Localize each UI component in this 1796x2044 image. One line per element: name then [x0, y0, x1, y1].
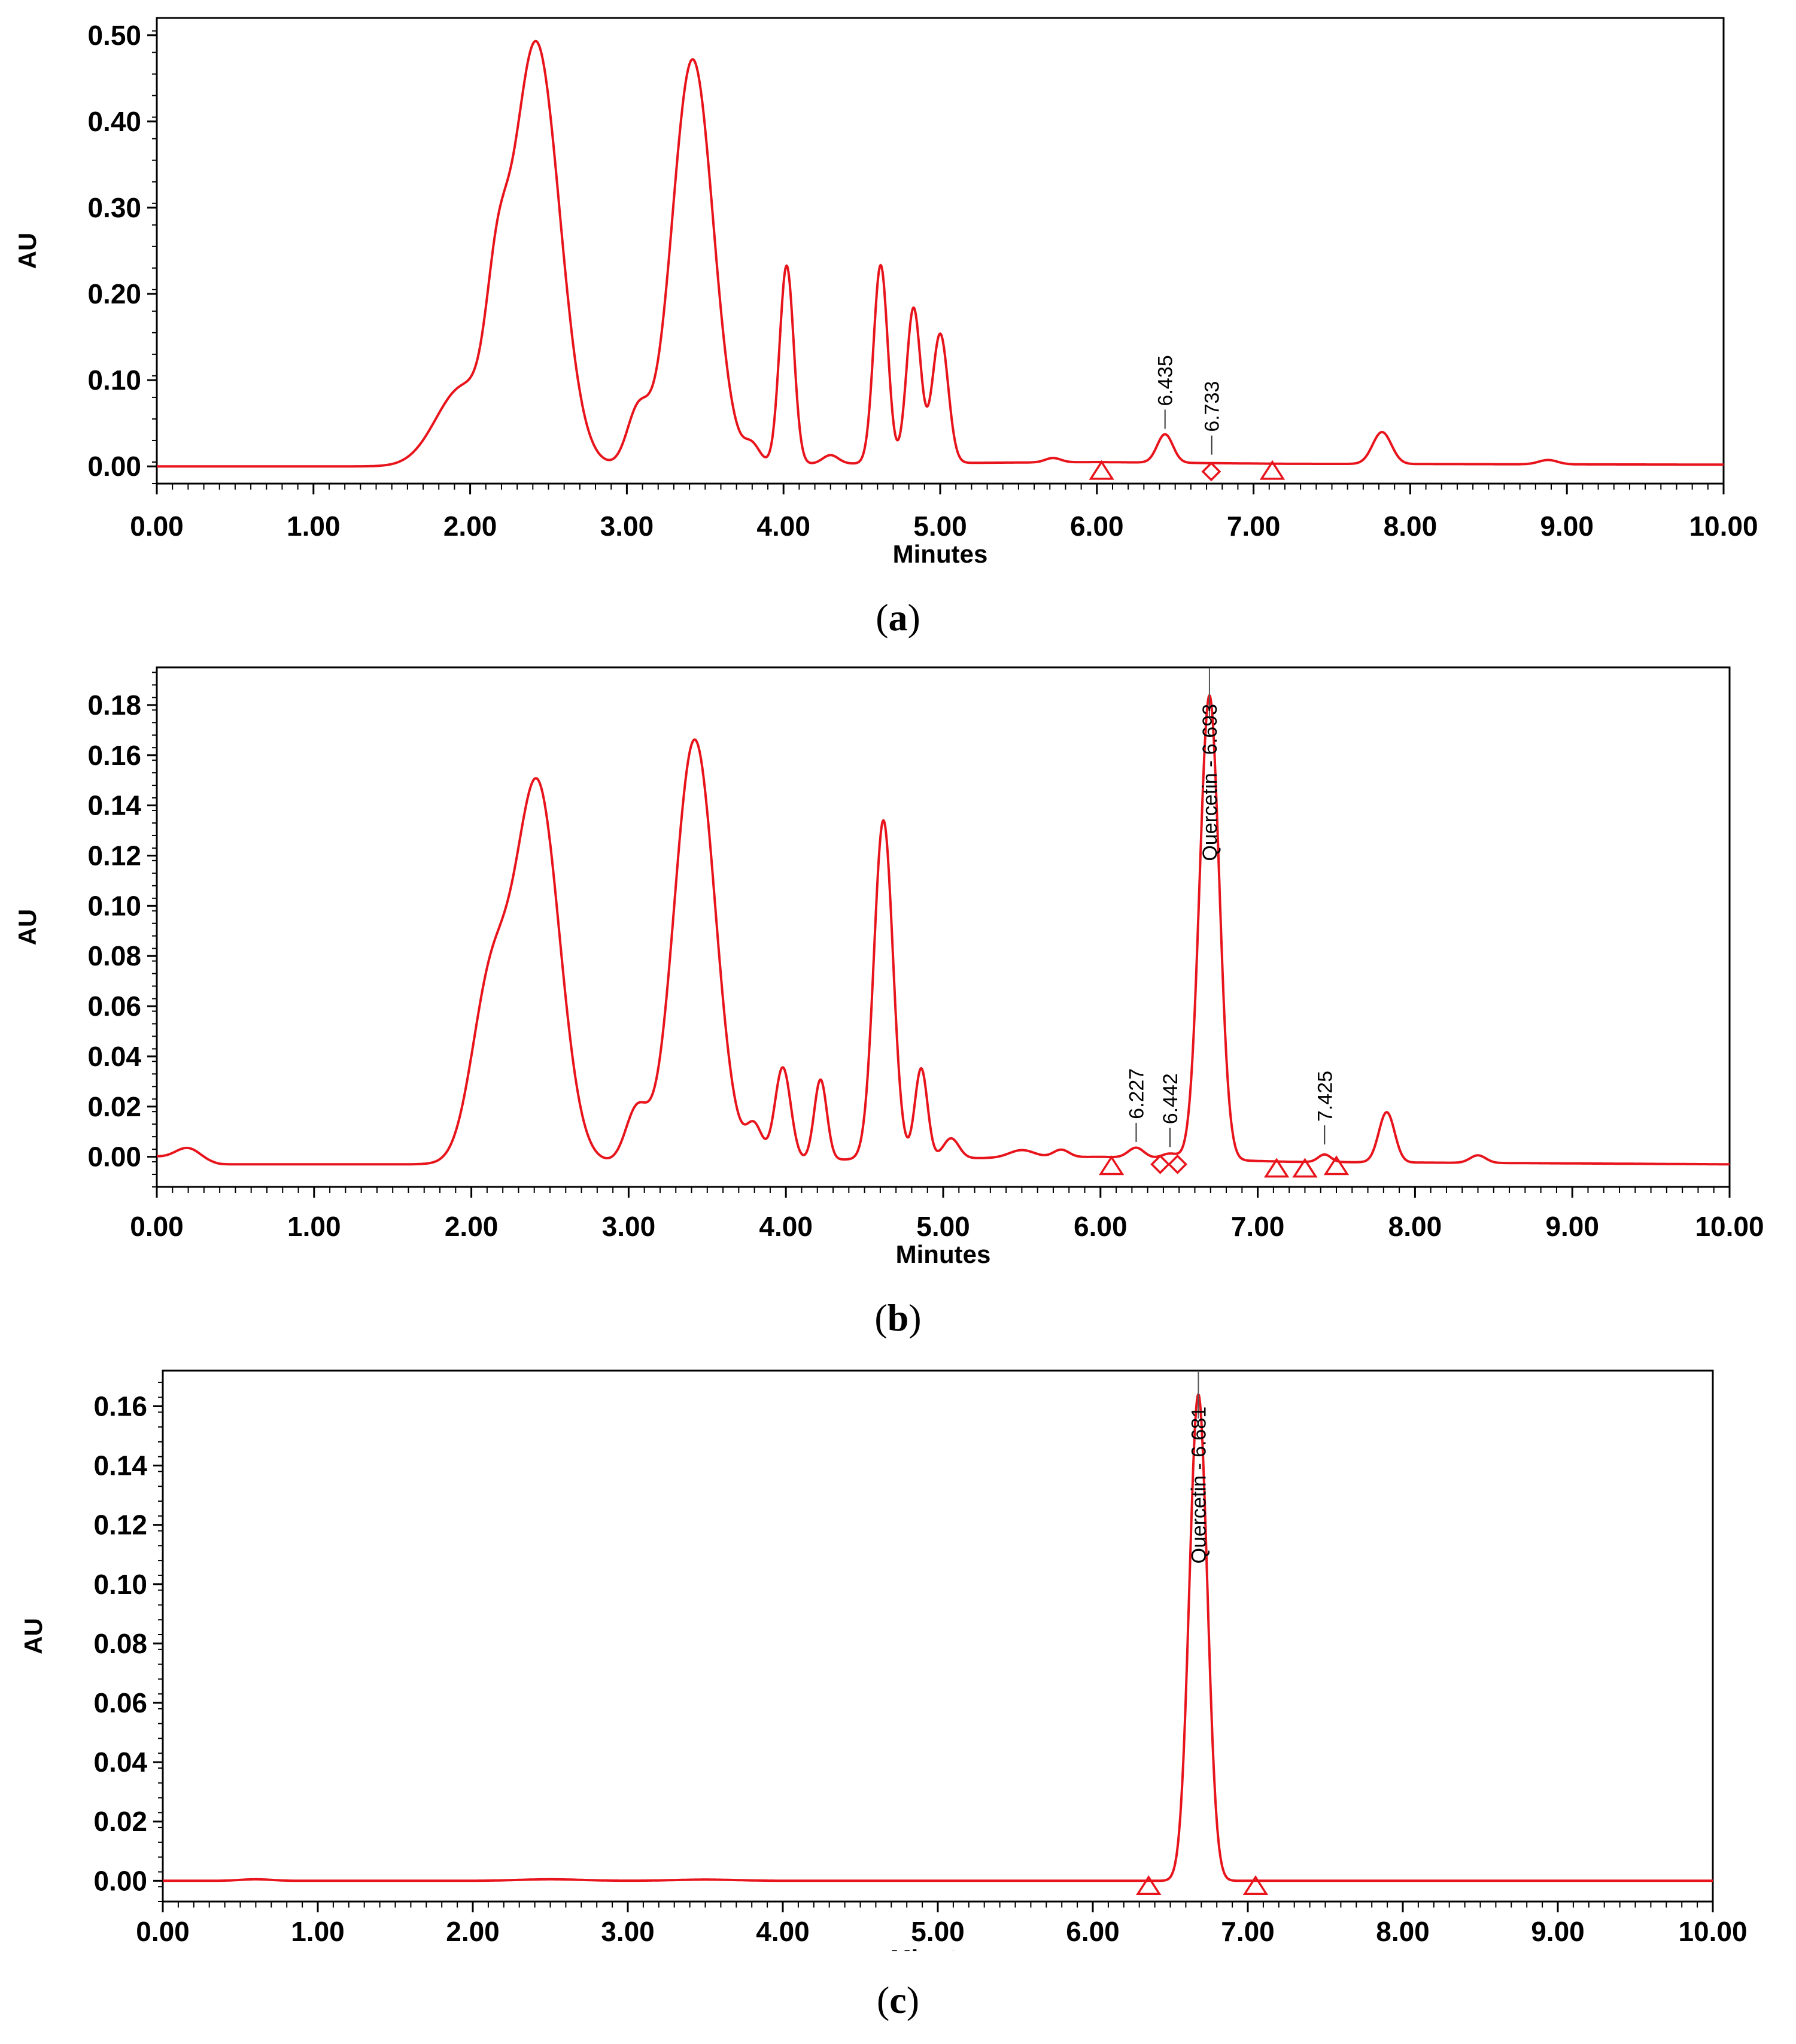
y-axis-title: AU	[13, 233, 41, 269]
chromatogram-trace	[163, 1393, 1713, 1882]
chromatogram-a: 0.00 1.00 2.00 3.00 4.00 5.00 6.00 7.00 8.00 9.00…	[13, 17, 1758, 568]
caption-c: (c)	[876, 1979, 920, 2021]
x-tick-label: 6.00	[1066, 1916, 1120, 1947]
integration-diamond-marker	[1201, 461, 1221, 482]
integration-diamond-marker	[1150, 1154, 1171, 1174]
x-tick-label: 9.00	[1545, 1211, 1599, 1242]
x-tick-label: 3.00	[600, 511, 654, 542]
peak-annotation-label: 6.442	[1159, 1073, 1182, 1124]
integration-triangle-marker	[1292, 1158, 1318, 1178]
integration-triangle-marker	[1323, 1155, 1350, 1176]
peak-annotation-label: 6.227	[1125, 1068, 1148, 1119]
plot-frame	[162, 1369, 1714, 1903]
x-tick-label: 7.00	[1221, 1916, 1275, 1947]
x-tick-label: 8.00	[1376, 1916, 1430, 1947]
y-tick-label: 0.14	[93, 1450, 147, 1481]
x-tick-label: 9.00	[1531, 1916, 1585, 1947]
x-tick-label: 0.00	[136, 1916, 190, 1947]
integration-triangle-marker	[1242, 1875, 1269, 1895]
y-tick-label: 0.02	[87, 1091, 141, 1122]
x-tick-label: 4.00	[756, 511, 810, 542]
x-tick-label: 7.00	[1231, 1211, 1285, 1242]
y-tick-label: 0.00	[93, 1865, 147, 1896]
peak-annotation-label: Quercetin - 6.693	[1199, 704, 1221, 861]
x-tick-label: 8.00	[1388, 1211, 1442, 1242]
caption-b: (b)	[874, 1296, 922, 1339]
y-tick-label: 0.10	[93, 1569, 147, 1600]
x-tick-label: 9.00	[1540, 511, 1594, 542]
y-tick-label: 0.00	[87, 1141, 141, 1173]
y-tick-label: 0.50	[87, 20, 141, 51]
caption-a: (a)	[876, 596, 920, 639]
y-tick-label: 0.06	[87, 991, 141, 1022]
y-tick-label: 0.18	[87, 690, 141, 721]
y-tick-label: 0.12	[93, 1510, 147, 1541]
y-tick-label: 0.08	[87, 940, 141, 971]
chromatogram-trace	[157, 694, 1730, 1166]
y-tick-label: 0.20	[87, 278, 141, 309]
x-tick-label: 1.00	[287, 1211, 341, 1242]
y-tick-label: 0.14	[87, 790, 141, 821]
chromatogram-b: 0.00 1.00 2.00 3.00 4.00 5.00 6.00 7.00 8.00 9.00…	[13, 666, 1764, 1268]
x-tick-label: 5.00	[916, 1211, 970, 1242]
plot-frame	[156, 17, 1725, 485]
x-tick-label: 1.00	[291, 1916, 345, 1947]
y-tick-label: 0.16	[87, 740, 141, 771]
x-tick-label: 2.00	[443, 511, 497, 542]
x-tick-label: 6.00	[1074, 1211, 1128, 1242]
y-axis-title: AU	[19, 1618, 47, 1654]
y-tick-label: 0.00	[87, 451, 141, 482]
plot-frame	[156, 666, 1731, 1188]
x-tick-label: 3.00	[602, 1211, 656, 1242]
y-tick-label: 0.16	[93, 1390, 147, 1422]
y-tick-label: 0.04	[93, 1747, 147, 1778]
peak-annotation-label: 6.435	[1154, 355, 1177, 406]
y-axis-title: AU	[13, 909, 41, 946]
x-tick-label: 10.00	[1678, 1916, 1747, 1947]
peak-annotation-label: Quercetin - 6.681	[1187, 1407, 1210, 1564]
x-axis-title: Minutes	[896, 1240, 991, 1268]
y-tick-label: 0.04	[87, 1041, 141, 1072]
integration-triangle-marker	[1089, 460, 1114, 480]
x-tick-label: 5.00	[911, 1916, 965, 1947]
y-tick-label: 0.30	[87, 192, 141, 223]
integration-diamond-marker	[1168, 1154, 1188, 1174]
x-tick-label: 6.00	[1070, 511, 1124, 542]
x-tick-label: 4.00	[756, 1916, 810, 1947]
x-tick-label: 1.00	[287, 511, 341, 542]
chromatogram-trace	[157, 40, 1724, 468]
y-tick-label: 0.06	[93, 1687, 147, 1718]
y-tick-label: 0.08	[93, 1628, 147, 1659]
integration-triangle-marker	[1098, 1155, 1125, 1176]
x-tick-label: 8.00	[1384, 511, 1438, 542]
x-tick-label: 2.00	[445, 1211, 499, 1242]
integration-triangle-marker	[1259, 460, 1286, 480]
x-axis-title: Minutes	[891, 1945, 986, 1951]
y-tick-label: 0.10	[87, 365, 141, 396]
x-tick-label: 5.00	[913, 511, 967, 542]
x-tick-label: 10.00	[1689, 511, 1758, 542]
integration-triangle-marker	[1136, 1875, 1162, 1895]
x-tick-label: 0.00	[130, 1211, 184, 1242]
integration-triangle-marker	[1263, 1158, 1290, 1178]
x-tick-label: 4.00	[759, 1211, 813, 1242]
x-tick-label: 0.00	[130, 511, 184, 542]
x-tick-label: 7.00	[1227, 511, 1281, 542]
x-tick-label: 10.00	[1695, 1211, 1764, 1242]
peak-annotation-label: 6.733	[1201, 381, 1224, 432]
y-tick-label: 0.10	[87, 890, 141, 921]
x-tick-label: 3.00	[601, 1916, 655, 1947]
x-tick-label: 2.00	[446, 1916, 500, 1947]
peak-annotation-label: 7.425	[1314, 1071, 1336, 1122]
chromatogram-c: 0.00 1.00 2.00 3.00 4.00 5.00 6.00 7.00 8.00 9.00…	[19, 1369, 1748, 1951]
x-axis-title: Minutes	[893, 540, 988, 568]
y-tick-label: 0.12	[87, 840, 141, 871]
y-tick-label: 0.02	[93, 1806, 147, 1837]
y-tick-label: 0.40	[87, 106, 141, 137]
